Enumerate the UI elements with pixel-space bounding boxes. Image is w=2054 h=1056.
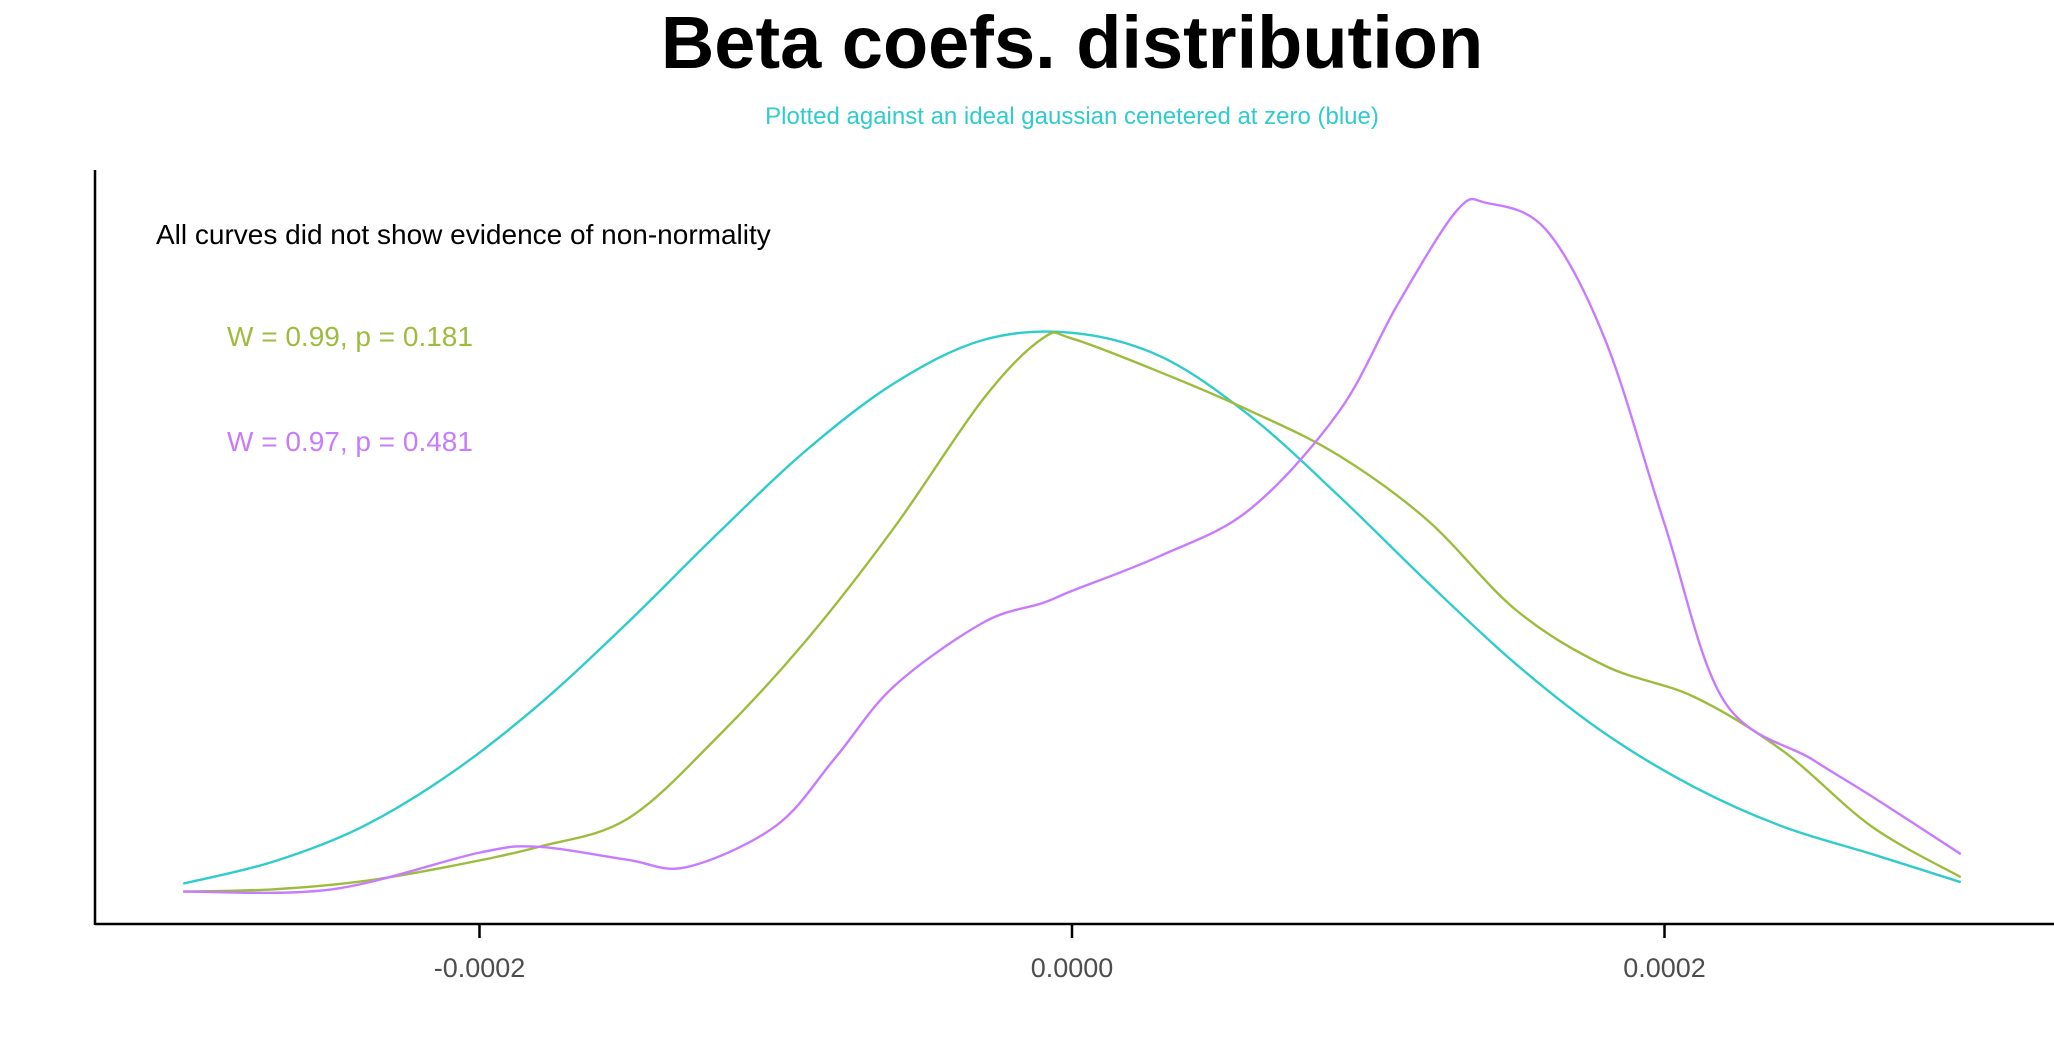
purple-test-result: W = 0.97, p = 0.481 xyxy=(227,426,473,457)
x-tick-label: 0.0000 xyxy=(1031,953,1114,983)
normality-note: All curves did not show evidence of non-… xyxy=(156,219,771,250)
density-curves xyxy=(182,197,1962,895)
green-density-curve xyxy=(183,331,1962,893)
x-tick-label: 0.0002 xyxy=(1623,953,1706,983)
gaussian-reference-curve xyxy=(182,330,1962,885)
green-test-result: W = 0.99, p = 0.181 xyxy=(227,321,473,352)
purple-density-curve xyxy=(183,197,1962,895)
x-tick-label: -0.0002 xyxy=(434,953,526,983)
x-axis-ticks: -0.0002 0.0000 0.0002 xyxy=(434,924,1706,983)
chart-title: Beta coefs. distribution xyxy=(661,1,1483,84)
chart-subtitle: Plotted against an ideal gaussian cenete… xyxy=(765,103,1379,130)
